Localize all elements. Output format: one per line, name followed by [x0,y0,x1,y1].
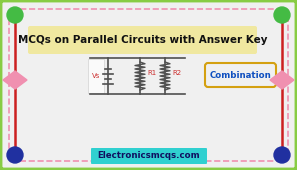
Circle shape [274,7,290,23]
Circle shape [274,147,290,163]
Text: MCQs on Parallel Circuits with Answer Key: MCQs on Parallel Circuits with Answer Ke… [18,35,267,45]
Text: Electronicsmcqs.com: Electronicsmcqs.com [98,151,200,160]
FancyBboxPatch shape [205,63,276,87]
Text: R2: R2 [172,70,181,76]
Text: Combination: Combination [209,71,271,80]
Text: R1: R1 [147,70,156,76]
Circle shape [7,7,23,23]
Polygon shape [3,71,27,89]
Circle shape [7,147,23,163]
FancyBboxPatch shape [28,26,257,54]
Text: Vs: Vs [92,73,100,79]
FancyBboxPatch shape [91,148,207,164]
Polygon shape [270,71,294,89]
FancyBboxPatch shape [88,59,104,93]
